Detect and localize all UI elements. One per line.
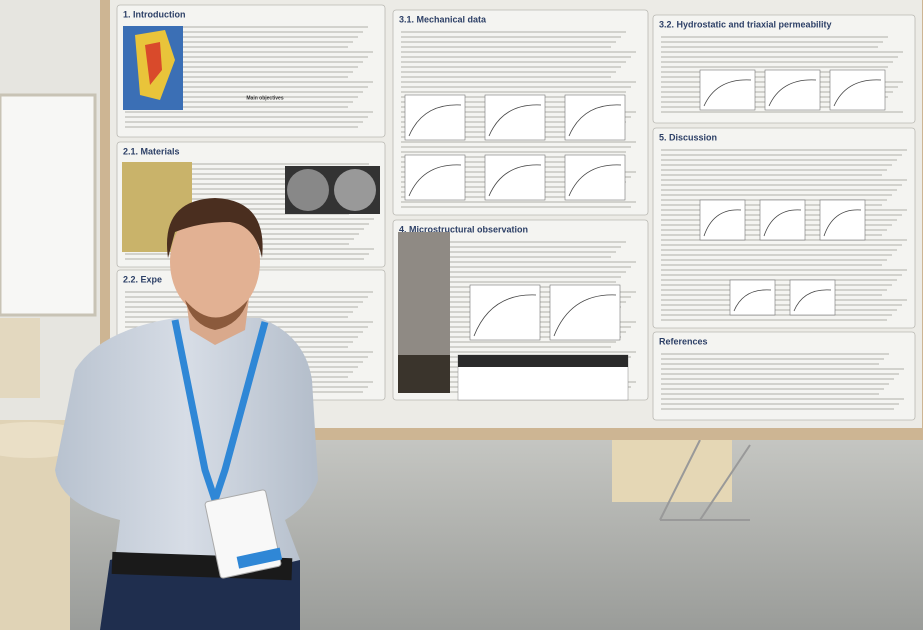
stand-frame — [659, 439, 751, 521]
plot-figure — [829, 69, 886, 111]
face — [170, 206, 260, 318]
section-title: 1. Introduction — [123, 9, 186, 19]
white-board — [0, 93, 97, 317]
plot-figure — [484, 94, 546, 141]
plot-curve — [768, 79, 817, 107]
plot-curve — [703, 209, 742, 237]
section-title: 4. Microstructural observation — [399, 224, 528, 234]
plot-curve — [553, 294, 617, 337]
section-title: 2.2. Expe — [123, 274, 162, 284]
plot-curve — [568, 104, 622, 137]
plot-figure — [564, 94, 626, 141]
plot-curve — [823, 209, 862, 237]
plot-curve — [833, 79, 882, 107]
plot-figure — [699, 69, 756, 111]
plot-curve — [763, 209, 802, 237]
plot-figure — [729, 279, 776, 316]
plot-figure — [699, 199, 746, 241]
plot-figure — [819, 199, 866, 241]
sem-disc — [334, 169, 376, 211]
plot-figure — [469, 284, 541, 341]
section-title: References — [659, 336, 708, 346]
plot-curve — [408, 164, 462, 197]
plot-figure — [484, 154, 546, 201]
plot-curve — [793, 289, 832, 312]
plot-figure — [764, 69, 821, 111]
micrograph-dark — [398, 355, 450, 393]
subheading: Main objectives — [246, 95, 283, 101]
badge-strip — [236, 547, 283, 569]
plot-curve — [733, 289, 772, 312]
sem-disc — [287, 169, 329, 211]
plot-figure — [789, 279, 836, 316]
crate — [612, 440, 732, 502]
plot-figure — [549, 284, 621, 341]
map-figure-detail — [145, 42, 162, 85]
plot-curve — [488, 104, 542, 137]
plot-figure — [759, 199, 806, 241]
plot-figure — [404, 154, 466, 201]
plot-figure — [404, 94, 466, 141]
plot-curve — [473, 294, 537, 337]
plot-curve — [568, 164, 622, 197]
plot-figure — [564, 154, 626, 201]
section-title: 2.1. Materials — [123, 146, 180, 156]
section-title: 3.1. Mechanical data — [399, 14, 487, 24]
data-table-header — [458, 355, 628, 367]
section-title: 3.2. Hydrostatic and triaxial permeabili… — [659, 19, 832, 29]
wood-panel — [0, 318, 40, 398]
person — [55, 198, 318, 630]
plot-curve — [488, 164, 542, 197]
poster-section — [116, 4, 386, 138]
plot-curve — [703, 79, 752, 107]
plot-curve — [408, 104, 462, 137]
beard — [185, 300, 248, 330]
section-title: 5. Discussion — [659, 132, 717, 142]
hair — [166, 198, 263, 258]
